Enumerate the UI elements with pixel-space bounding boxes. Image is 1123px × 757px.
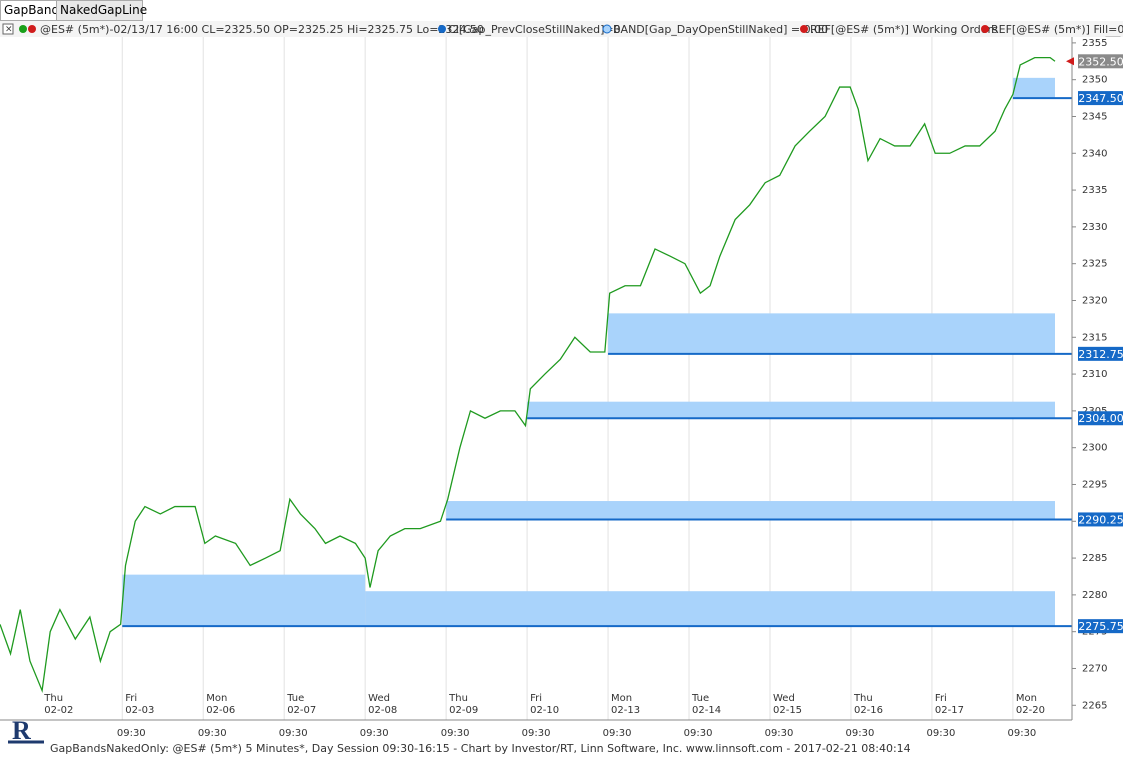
- y-tick-label: 2345: [1082, 111, 1107, 122]
- x-tick-label: 09:30: [279, 728, 308, 739]
- y-tick-label: 2310: [1082, 369, 1107, 380]
- header-text: REF[@ES# (5m*)] Fill=0: [991, 23, 1123, 36]
- x-day-label: Fri: [125, 693, 137, 704]
- y-axis-area: [1072, 37, 1123, 720]
- y-tick-label: 2315: [1082, 332, 1107, 343]
- x-date-label: 02-15: [773, 705, 802, 716]
- y-tick-label: 2320: [1082, 295, 1107, 306]
- x-date-label: 02-08: [368, 705, 397, 716]
- level-tag-label: 2312.75: [1078, 348, 1123, 361]
- y-tick-label: 2335: [1082, 185, 1107, 196]
- x-day-label: Tue: [691, 693, 709, 704]
- y-tick-label: 2325: [1082, 259, 1107, 270]
- logo: [8, 716, 42, 754]
- x-date-label: 02-06: [206, 705, 235, 716]
- icon: [800, 25, 808, 33]
- x-day-label: Wed: [368, 693, 390, 704]
- x-tick-label: 09:30: [198, 728, 227, 739]
- header-bar: [0, 21, 1123, 37]
- x-date-label: 02-09: [449, 705, 478, 716]
- x-day-label: Thu: [853, 693, 873, 704]
- x-tick-label: 09:30: [441, 728, 470, 739]
- x-date-label: 02-14: [692, 705, 721, 716]
- x-day-label: Thu: [43, 693, 63, 704]
- y-tick-label: 2285: [1082, 553, 1107, 564]
- level-tag: [1078, 619, 1123, 634]
- level-tag: [1078, 411, 1123, 426]
- level-tag: [1078, 346, 1123, 361]
- icon: [981, 25, 989, 33]
- close-button[interactable]: [2, 23, 14, 35]
- x-day-label: Fri: [530, 693, 542, 704]
- level-tag: [1078, 91, 1123, 106]
- price-line: [0, 56, 1056, 694]
- footer-bar: [0, 741, 1123, 757]
- y-tick-label: 2295: [1082, 479, 1107, 490]
- logo-letter: R: [12, 716, 31, 745]
- x-tick-label: 09:30: [117, 728, 146, 739]
- footer-text: GapBandsNakedOnly: @ES# (5m*) 5 Minutes*…: [50, 742, 911, 755]
- x-date-label: 02-10: [530, 705, 559, 716]
- tab[interactable]: GapBand: [0, 0, 59, 21]
- x-date-label: 02-02: [44, 705, 73, 716]
- x-date-label: 02-03: [125, 705, 154, 716]
- x-day-label: Wed: [773, 693, 795, 704]
- y-tick-label: 2330: [1082, 222, 1107, 233]
- x-date-label: 02-20: [1016, 705, 1045, 716]
- y-tick-label: 2280: [1082, 590, 1107, 601]
- x-tick-label: 09:30: [684, 728, 713, 739]
- icon: [28, 25, 36, 33]
- x-date-label: 02-07: [287, 705, 316, 716]
- x-tick-label: 09:30: [927, 728, 956, 739]
- level-tag-label: 2275.75: [1078, 620, 1123, 633]
- last-price-label: 2352.50: [1078, 55, 1123, 68]
- y-tick-label: 2350: [1082, 75, 1107, 86]
- x-tick-label: 09:30: [765, 728, 794, 739]
- gap-band: [122, 574, 366, 627]
- y-tick-label: 2300: [1082, 443, 1107, 454]
- x-date-label: 02-17: [935, 705, 964, 716]
- icon: [602, 24, 612, 34]
- x-tick-label: 09:30: [522, 728, 551, 739]
- icon: [19, 25, 27, 33]
- gap-band: [608, 313, 1055, 354]
- x-day-label: Mon: [611, 693, 632, 704]
- x-day-label: Mon: [1016, 693, 1037, 704]
- level-tag: [1078, 512, 1123, 527]
- x-day-label: Mon: [206, 693, 227, 704]
- x-date-label: 02-13: [611, 705, 640, 716]
- close-icon: ×: [5, 25, 13, 35]
- last-price-arrow: [1066, 57, 1074, 66]
- x-tick-label: 09:30: [360, 728, 389, 739]
- x-day-label: Thu: [448, 693, 468, 704]
- gap-band: [365, 591, 1055, 627]
- y-tick-label: 2270: [1082, 663, 1107, 674]
- level-tag-label: 2290.25: [1078, 513, 1123, 526]
- x-day-label: Tue: [286, 693, 304, 704]
- header-text: CI[Gap_PrevCloseStillNaked]=0: [448, 23, 621, 36]
- x-date-label: 02-16: [854, 705, 883, 716]
- x-tick-label: 09:30: [603, 728, 632, 739]
- level-tag-label: 2347.50: [1078, 92, 1123, 105]
- gap-band: [446, 501, 1055, 520]
- last-price-tag: [1078, 54, 1123, 69]
- header-text: REF[@ES# (5m*)] Working Orders: [810, 23, 998, 36]
- header-text: @ES# (5m*)-02/13/17 16:00 CL=2325.50 OP=…: [40, 23, 484, 36]
- icon: [438, 25, 446, 33]
- y-tick-label: 2340: [1082, 148, 1107, 159]
- y-tick-label: 2265: [1082, 700, 1107, 711]
- x-tick-label: 09:30: [846, 728, 875, 739]
- gap-band: [1012, 77, 1055, 99]
- header-text: BAND[Gap_DayOpenStillNaked] = 0.00: [613, 23, 828, 36]
- gap-band: [527, 401, 1055, 419]
- level-tag-label: 2304.00: [1078, 412, 1123, 425]
- y-tick-label: 2355: [1082, 38, 1107, 49]
- x-tick-label: 09:30: [1007, 728, 1036, 739]
- tab[interactable]: NakedGapLine: [56, 0, 147, 21]
- x-day-label: Fri: [935, 693, 947, 704]
